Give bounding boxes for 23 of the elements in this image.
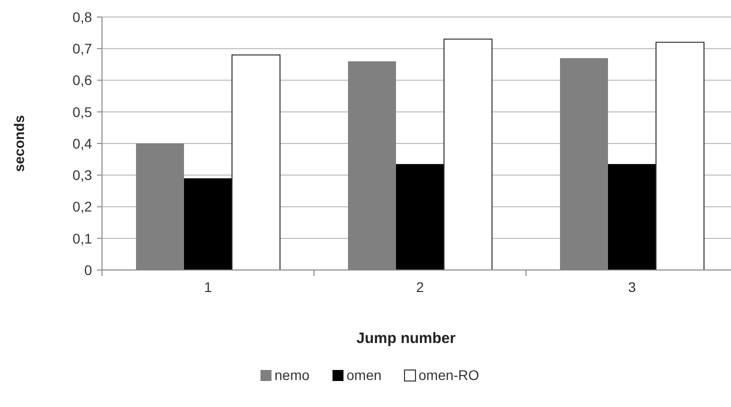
x-tick-label: 1 [204,279,212,295]
y-tick-label: 0,5 [72,104,92,120]
y-axis-title: seconds [11,114,27,172]
y-tick-label: 0 [84,262,92,278]
x-axis-title: Jump number [356,330,456,347]
y-tick-label: 0,4 [72,135,92,152]
bar [184,178,232,270]
legend-label: nemo [274,367,310,383]
bar [656,42,704,270]
y-tick-label: 0,8 [72,8,92,25]
bar [608,164,656,270]
legend-label: omen-RO [418,367,480,383]
bar [232,54,280,270]
y-tick-label: 0,3 [72,167,92,184]
bar [444,38,492,270]
y-tick-label: 0,7 [72,40,92,57]
bar [396,164,444,270]
y-tick-label: 0,6 [72,72,92,88]
y-tick-label: 0,1 [72,230,92,246]
x-tick-label: 3 [628,279,636,295]
y-tick-label: 0,2 [72,198,92,215]
x-tick-label: 2 [416,279,424,295]
legend-label: omen [346,367,382,383]
